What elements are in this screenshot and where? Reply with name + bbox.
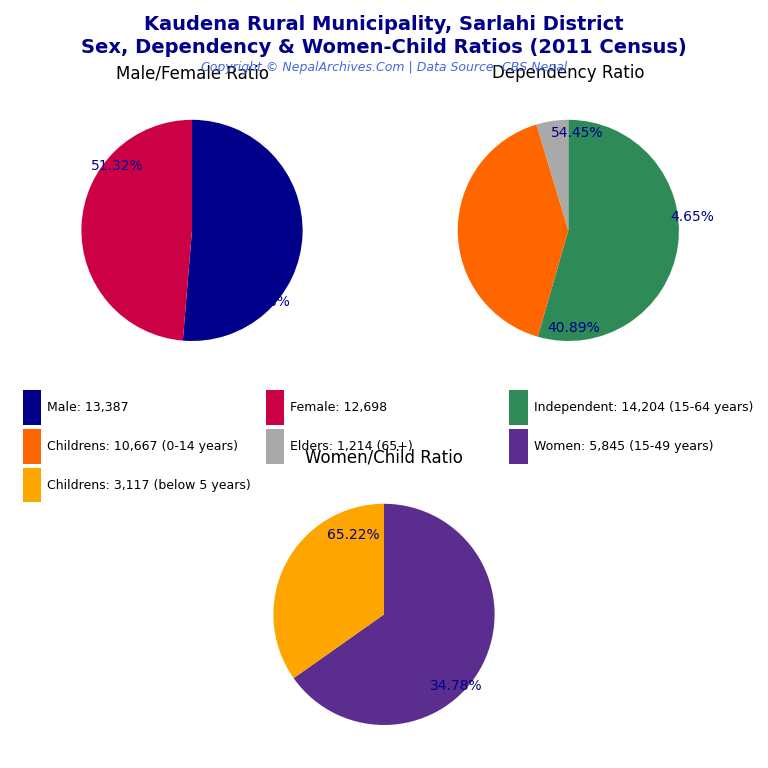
- Text: 65.22%: 65.22%: [326, 528, 379, 541]
- FancyBboxPatch shape: [23, 390, 41, 425]
- Text: 51.32%: 51.32%: [91, 159, 143, 174]
- FancyBboxPatch shape: [266, 390, 284, 425]
- Text: 40.89%: 40.89%: [548, 321, 601, 335]
- Wedge shape: [458, 124, 568, 336]
- Wedge shape: [293, 504, 495, 725]
- Text: 48.68%: 48.68%: [237, 295, 290, 310]
- Text: Copyright © NepalArchives.Com | Data Source: CBS Nepal: Copyright © NepalArchives.Com | Data Sou…: [201, 61, 567, 74]
- Text: Kaudena Rural Municipality, Sarlahi District: Kaudena Rural Municipality, Sarlahi Dist…: [144, 15, 624, 34]
- Text: 54.45%: 54.45%: [551, 126, 604, 140]
- FancyBboxPatch shape: [509, 429, 528, 464]
- Text: Women: 5,845 (15-49 years): Women: 5,845 (15-49 years): [534, 440, 713, 453]
- Text: Childrens: 10,667 (0-14 years): Childrens: 10,667 (0-14 years): [47, 440, 238, 453]
- Wedge shape: [537, 120, 568, 230]
- Text: Male: 13,387: Male: 13,387: [47, 401, 129, 414]
- Title: Dependency Ratio: Dependency Ratio: [492, 65, 644, 82]
- Text: Independent: 14,204 (15-64 years): Independent: 14,204 (15-64 years): [534, 401, 753, 414]
- FancyBboxPatch shape: [509, 390, 528, 425]
- Title: Male/Female Ratio: Male/Female Ratio: [115, 65, 269, 82]
- Text: Sex, Dependency & Women-Child Ratios (2011 Census): Sex, Dependency & Women-Child Ratios (20…: [81, 38, 687, 57]
- Text: 4.65%: 4.65%: [670, 210, 714, 224]
- Wedge shape: [273, 504, 384, 678]
- Text: Childrens: 3,117 (below 5 years): Childrens: 3,117 (below 5 years): [47, 478, 251, 492]
- Text: 34.78%: 34.78%: [429, 679, 482, 694]
- FancyBboxPatch shape: [23, 429, 41, 464]
- Title: Women/Child Ratio: Women/Child Ratio: [305, 449, 463, 466]
- Wedge shape: [81, 120, 192, 341]
- Wedge shape: [538, 120, 679, 341]
- FancyBboxPatch shape: [23, 468, 41, 502]
- Text: Female: 12,698: Female: 12,698: [290, 401, 388, 414]
- Text: Elders: 1,214 (65+): Elders: 1,214 (65+): [290, 440, 413, 453]
- FancyBboxPatch shape: [266, 429, 284, 464]
- Wedge shape: [183, 120, 303, 341]
